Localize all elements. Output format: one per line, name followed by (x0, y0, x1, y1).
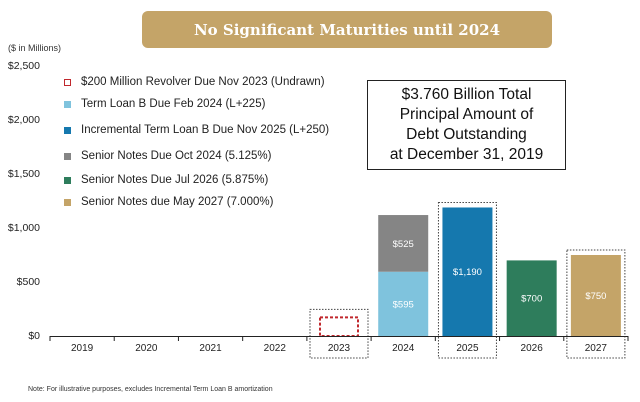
highlight-box (566, 249, 626, 359)
legend-label: $200 Million Revolver Due Nov 2023 (Undr… (81, 76, 325, 88)
bar (442, 207, 493, 336)
y-tick-label: $500 (16, 276, 40, 288)
callout-line: Principal Amount of (399, 106, 534, 123)
callout-line: $3.760 Billion Total (401, 86, 532, 103)
bar (378, 271, 429, 336)
highlight-box (437, 201, 497, 359)
y-axis: $2,500 $2,000 $1,500 $1,000 $500 $0 (0, 0, 44, 402)
y-tick-label: $0 (28, 330, 40, 342)
legend-label: Senior Notes due May 2027 (7.000%) (81, 196, 274, 208)
bar (570, 255, 621, 336)
total-debt-callout: $3.760 Billion Total Principal Amount of… (367, 80, 566, 170)
highlight-box (309, 308, 369, 359)
legend-label: Incremental Term Loan B Due Nov 2025 (L+… (81, 124, 330, 136)
legend-item-notes-2026: Senior Notes Due Jul 2026 (5.875%) (64, 174, 268, 186)
title-banner: No Significant Maturities until 2024 (142, 11, 552, 48)
bar (506, 260, 557, 336)
y-tick-label: $2,500 (7, 60, 40, 72)
x-tick-label: 2019 (71, 343, 94, 354)
legend-item-notes-2024: Senior Notes Due Oct 2024 (5.125%) (64, 150, 272, 162)
x-tick-label: 2024 (392, 343, 415, 354)
legend-label: Senior Notes Due Jul 2026 (5.875%) (81, 174, 269, 186)
y-tick-label: $2,000 (7, 114, 40, 126)
chart-title: No Significant Maturities until 2024 (193, 20, 501, 39)
bar-value-label: $1,190 (453, 267, 482, 278)
legend-swatch-term-loan-b (64, 100, 71, 108)
x-tick-label: 2025 (456, 343, 479, 354)
bar-value-label: $700 (521, 294, 542, 305)
legend-item-notes-2027: Senior Notes due May 2027 (7.000%) (64, 196, 273, 208)
legend-item-revolver: $200 Million Revolver Due Nov 2023 (Undr… (64, 76, 325, 88)
callout-line: Debt Outstanding (406, 126, 527, 143)
bar-value-label: $750 (585, 291, 606, 302)
callout-line: at December 31, 2019 (389, 146, 544, 163)
bar (378, 215, 429, 272)
bar-value-label: $200 (328, 321, 349, 332)
footnote: Note: For illustrative purposes, exclude… (28, 386, 273, 393)
bar-value-label: $525 (393, 239, 414, 250)
legend-item-term-loan-b: Term Loan B Due Feb 2024 (L+225) (64, 98, 265, 110)
y-tick-label: $1,000 (7, 222, 40, 234)
x-tick-label: 2022 (264, 343, 287, 354)
legend-swatch-revolver (64, 78, 71, 86)
x-tick-label: 2021 (199, 343, 222, 354)
x-tick-label: 2023 (328, 343, 351, 354)
legend-swatch-notes-2026 (64, 176, 71, 184)
x-tick-label: 2027 (585, 343, 608, 354)
legend-label: Term Loan B Due Feb 2024 (L+225) (81, 98, 266, 110)
legend-swatch-notes-2027 (64, 198, 71, 206)
legend-swatch-incremental-tlb (64, 126, 71, 134)
x-tick-label: 2020 (135, 343, 158, 354)
x-tick-label: 2026 (521, 343, 544, 354)
units-label: ($ in Millions) (8, 43, 62, 53)
y-tick-label: $1,500 (7, 168, 40, 180)
bar-value-label: $595 (393, 299, 414, 310)
legend-swatch-notes-2024 (64, 152, 71, 160)
legend-item-incremental-tlb: Incremental Term Loan B Due Nov 2025 (L+… (64, 124, 329, 136)
legend-label: Senior Notes Due Oct 2024 (5.125%) (81, 150, 272, 162)
